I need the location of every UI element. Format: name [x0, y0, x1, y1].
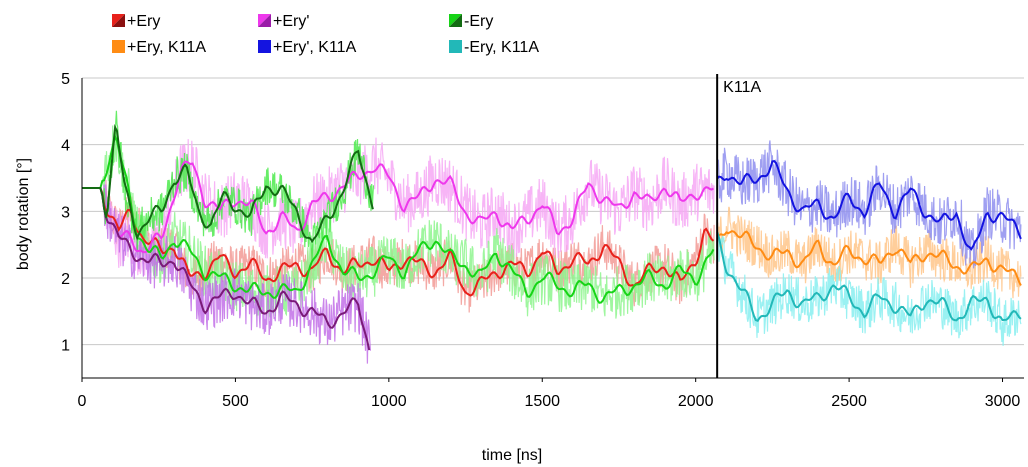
legend: +Ery +Ery' -Ery +Ery, K11A +Ery', K11A -Ery, … — [112, 13, 539, 56]
x-tick-label: 1000 — [371, 393, 407, 410]
x-axis-title: time [ns] — [482, 447, 542, 464]
legend-label: +Ery', K11A — [273, 39, 357, 56]
x-tick-label: 0 — [78, 393, 87, 410]
legend-label: +Ery, K11A — [127, 39, 206, 56]
legend-label: -Ery — [464, 13, 493, 30]
series-ery-k11a-smoothed-line — [716, 230, 1022, 286]
extra-series-0-smoothed-line — [82, 187, 371, 351]
y-tick-label: 4 — [61, 138, 70, 155]
x-tick-label: 3000 — [985, 393, 1021, 410]
series-ery-raw-trace — [82, 137, 715, 276]
series-ery-k11a-smoothed-line — [716, 231, 1022, 323]
series-ery-smoothed-line — [82, 160, 714, 254]
smoothed-traces — [82, 123, 1022, 351]
legend-swatch — [112, 40, 125, 53]
y-tick-label: 2 — [61, 271, 70, 288]
raw-traces — [82, 110, 1022, 364]
legend-label: +Ery' — [273, 13, 309, 30]
axes: 1 2 3 4 5 0 500 1000 1500 2000 2500 3000 K11A — [61, 71, 1024, 410]
x-tick-label: 500 — [222, 393, 249, 410]
legend-swatch-dark — [258, 14, 271, 27]
k11a-annotation-label: K11A — [723, 79, 761, 96]
y-tick-label: 1 — [61, 338, 70, 355]
y-tick-label: 5 — [61, 71, 70, 88]
legend-label: +Ery — [127, 13, 160, 30]
series-ery-smoothed-line — [82, 133, 715, 304]
legend-label: -Ery, K11A — [464, 39, 539, 56]
x-tick-label: 2000 — [678, 393, 714, 410]
legend-swatch — [449, 40, 462, 53]
series-ery-k11a-smoothed-line — [716, 160, 1022, 251]
extra-series-1-smoothed-line — [82, 123, 374, 244]
legend-swatch-dark — [449, 14, 462, 27]
x-tick-label: 2500 — [831, 393, 867, 410]
x-tick-label: 1500 — [524, 393, 560, 410]
legend-swatch-dark — [112, 14, 125, 27]
y-axis-title: body rotation [°] — [15, 158, 32, 270]
legend-swatch — [258, 40, 271, 53]
y-tick-label: 3 — [61, 204, 70, 221]
